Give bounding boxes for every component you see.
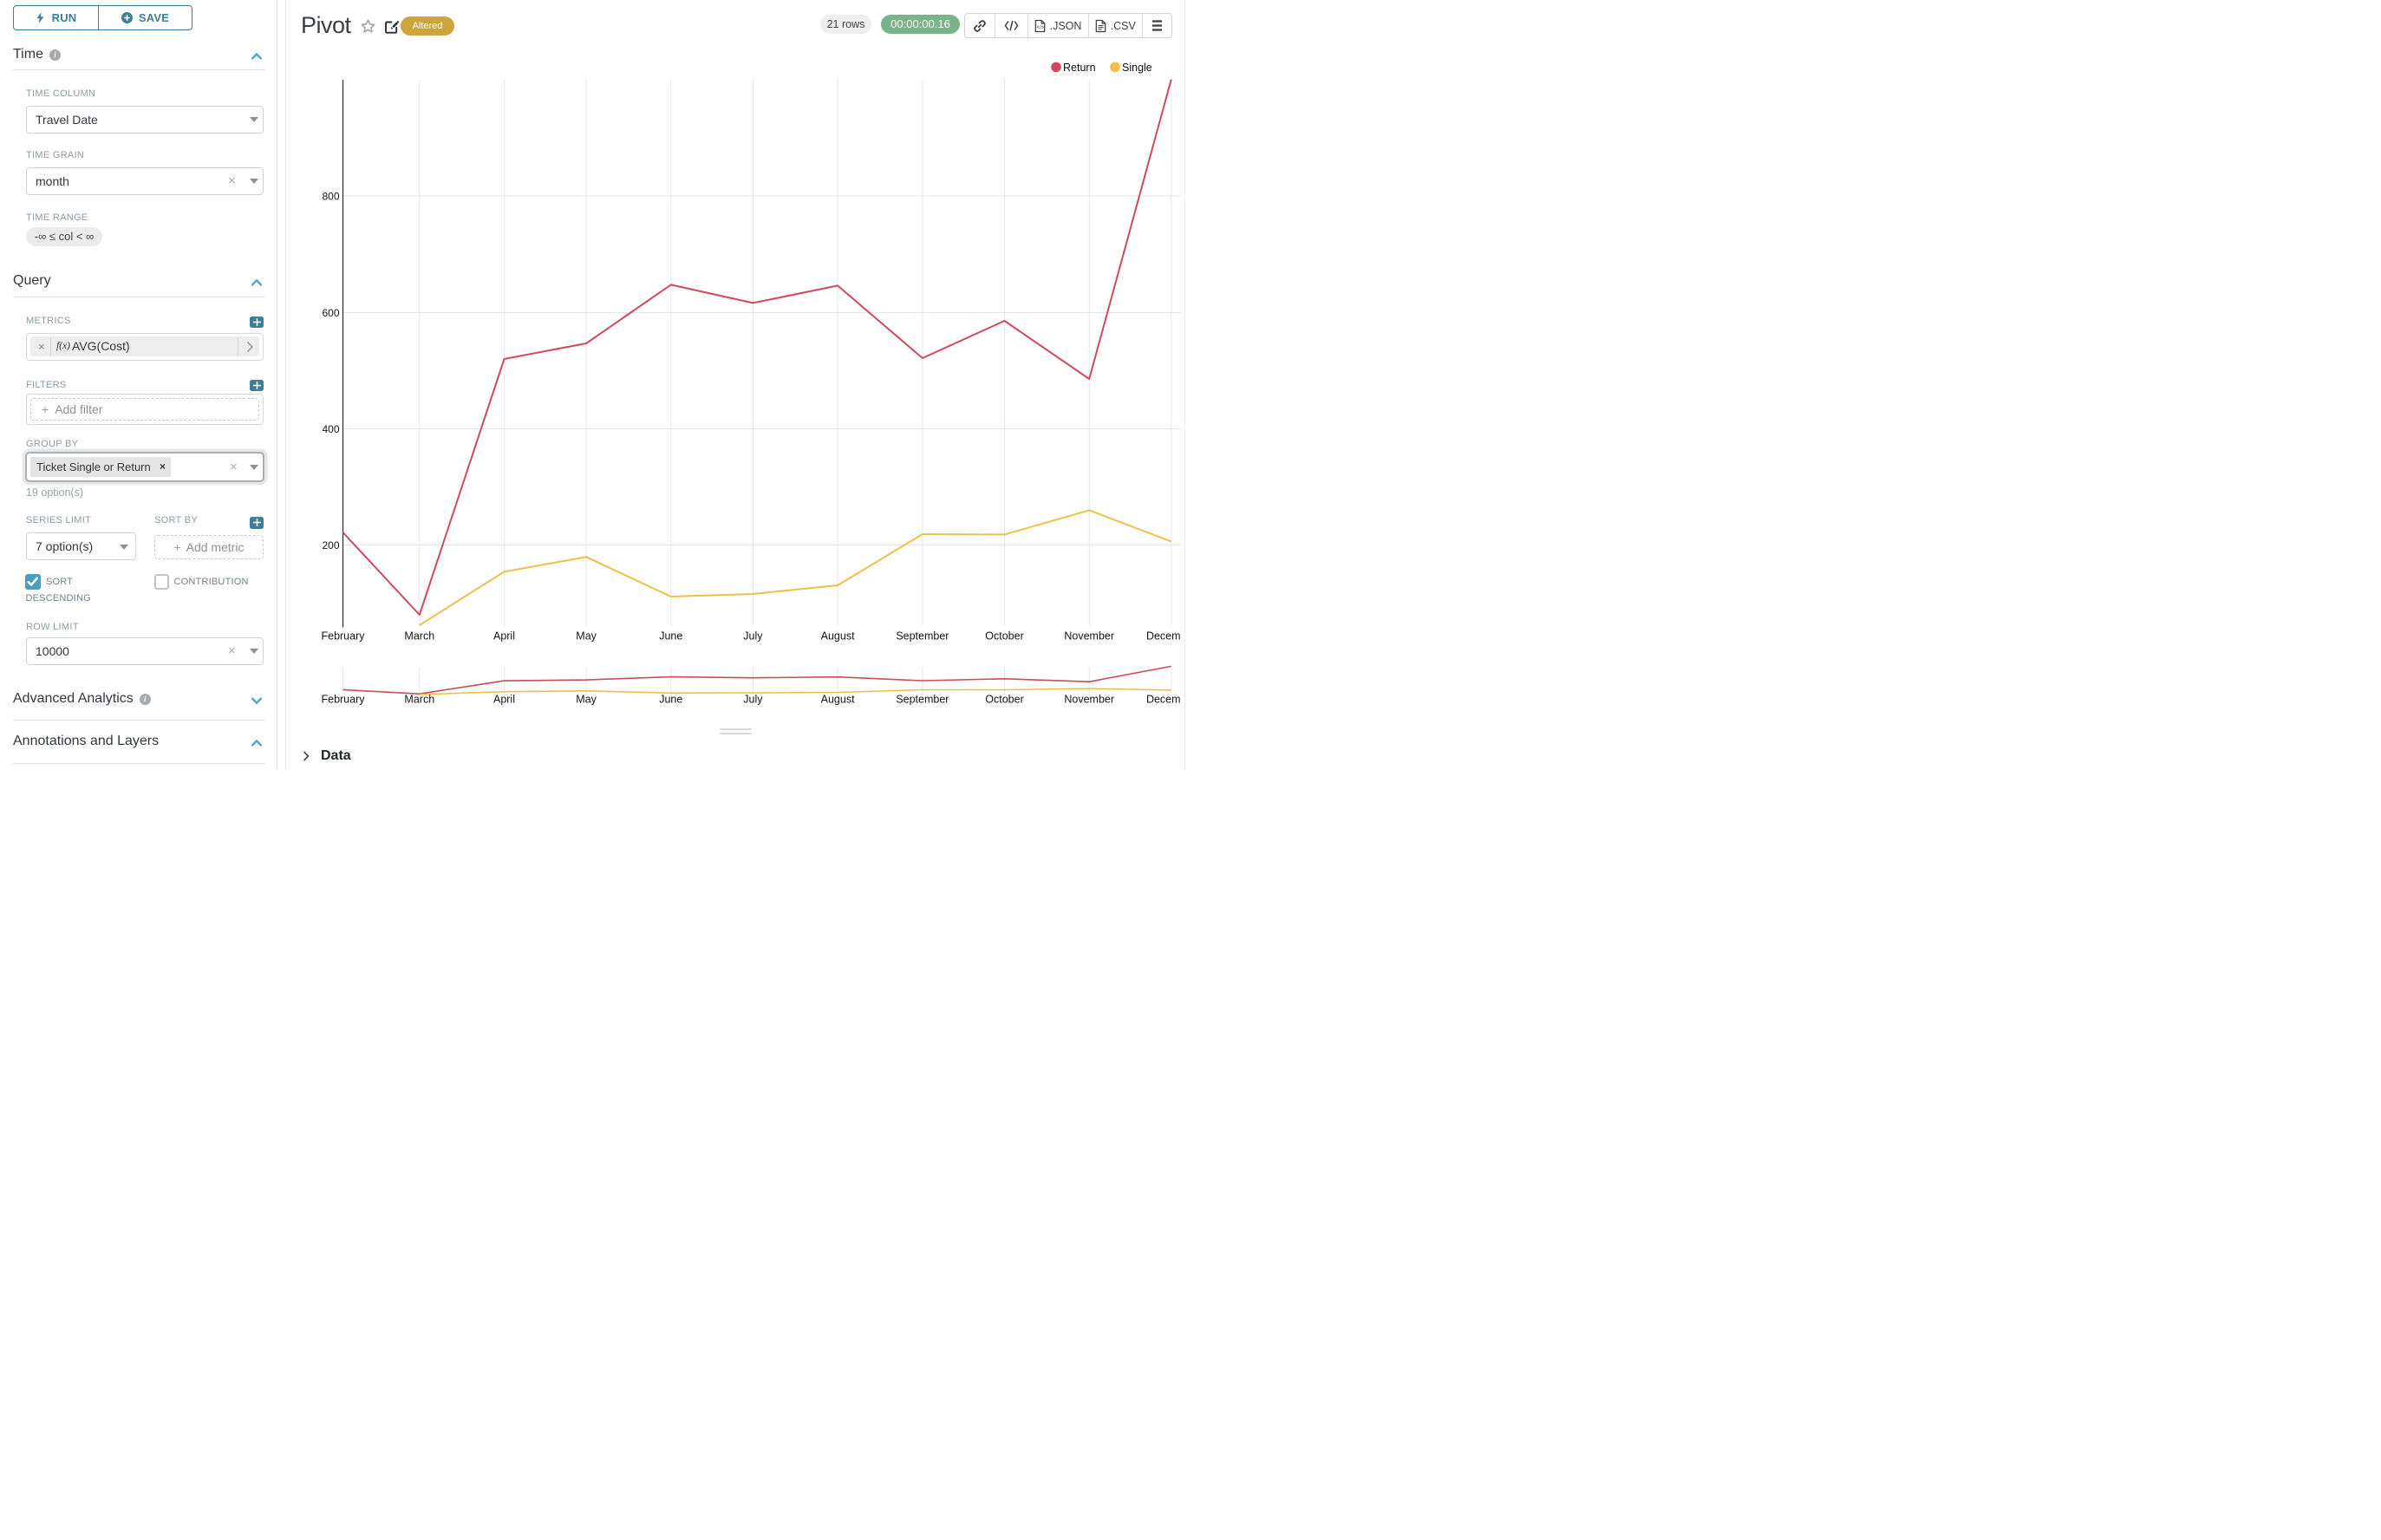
svg-text:November: November bbox=[1064, 694, 1114, 706]
svg-text:October: October bbox=[985, 694, 1023, 706]
svg-text:400: 400 bbox=[322, 423, 339, 435]
svg-text:June: June bbox=[659, 694, 682, 706]
svg-text:September: September bbox=[896, 630, 949, 643]
svg-text:March: March bbox=[404, 630, 434, 643]
svg-text:Return: Return bbox=[1063, 62, 1096, 74]
svg-text:October: October bbox=[985, 630, 1023, 643]
svg-text:July: July bbox=[743, 694, 763, 706]
svg-text:December: December bbox=[1146, 630, 1181, 643]
svg-text:August: August bbox=[821, 630, 855, 643]
svg-text:May: May bbox=[576, 630, 597, 643]
svg-text:200: 200 bbox=[322, 539, 339, 551]
svg-text:600: 600 bbox=[322, 307, 339, 319]
svg-text:April: April bbox=[493, 630, 515, 643]
svg-text:July: July bbox=[743, 630, 763, 643]
svg-text:800: 800 bbox=[322, 191, 339, 203]
svg-text:March: March bbox=[404, 694, 434, 706]
svg-text:June: June bbox=[659, 630, 682, 643]
svg-text:December: December bbox=[1146, 694, 1181, 706]
svg-text:September: September bbox=[896, 694, 949, 706]
svg-text:November: November bbox=[1064, 630, 1114, 643]
svg-text:April: April bbox=[493, 694, 515, 706]
svg-text:February: February bbox=[321, 694, 365, 706]
svg-text:August: August bbox=[821, 694, 855, 706]
svg-text:</>: </> bbox=[1036, 25, 1044, 30]
svg-text:Single: Single bbox=[1122, 62, 1152, 74]
svg-text:May: May bbox=[576, 694, 597, 706]
svg-text:February: February bbox=[321, 630, 365, 643]
